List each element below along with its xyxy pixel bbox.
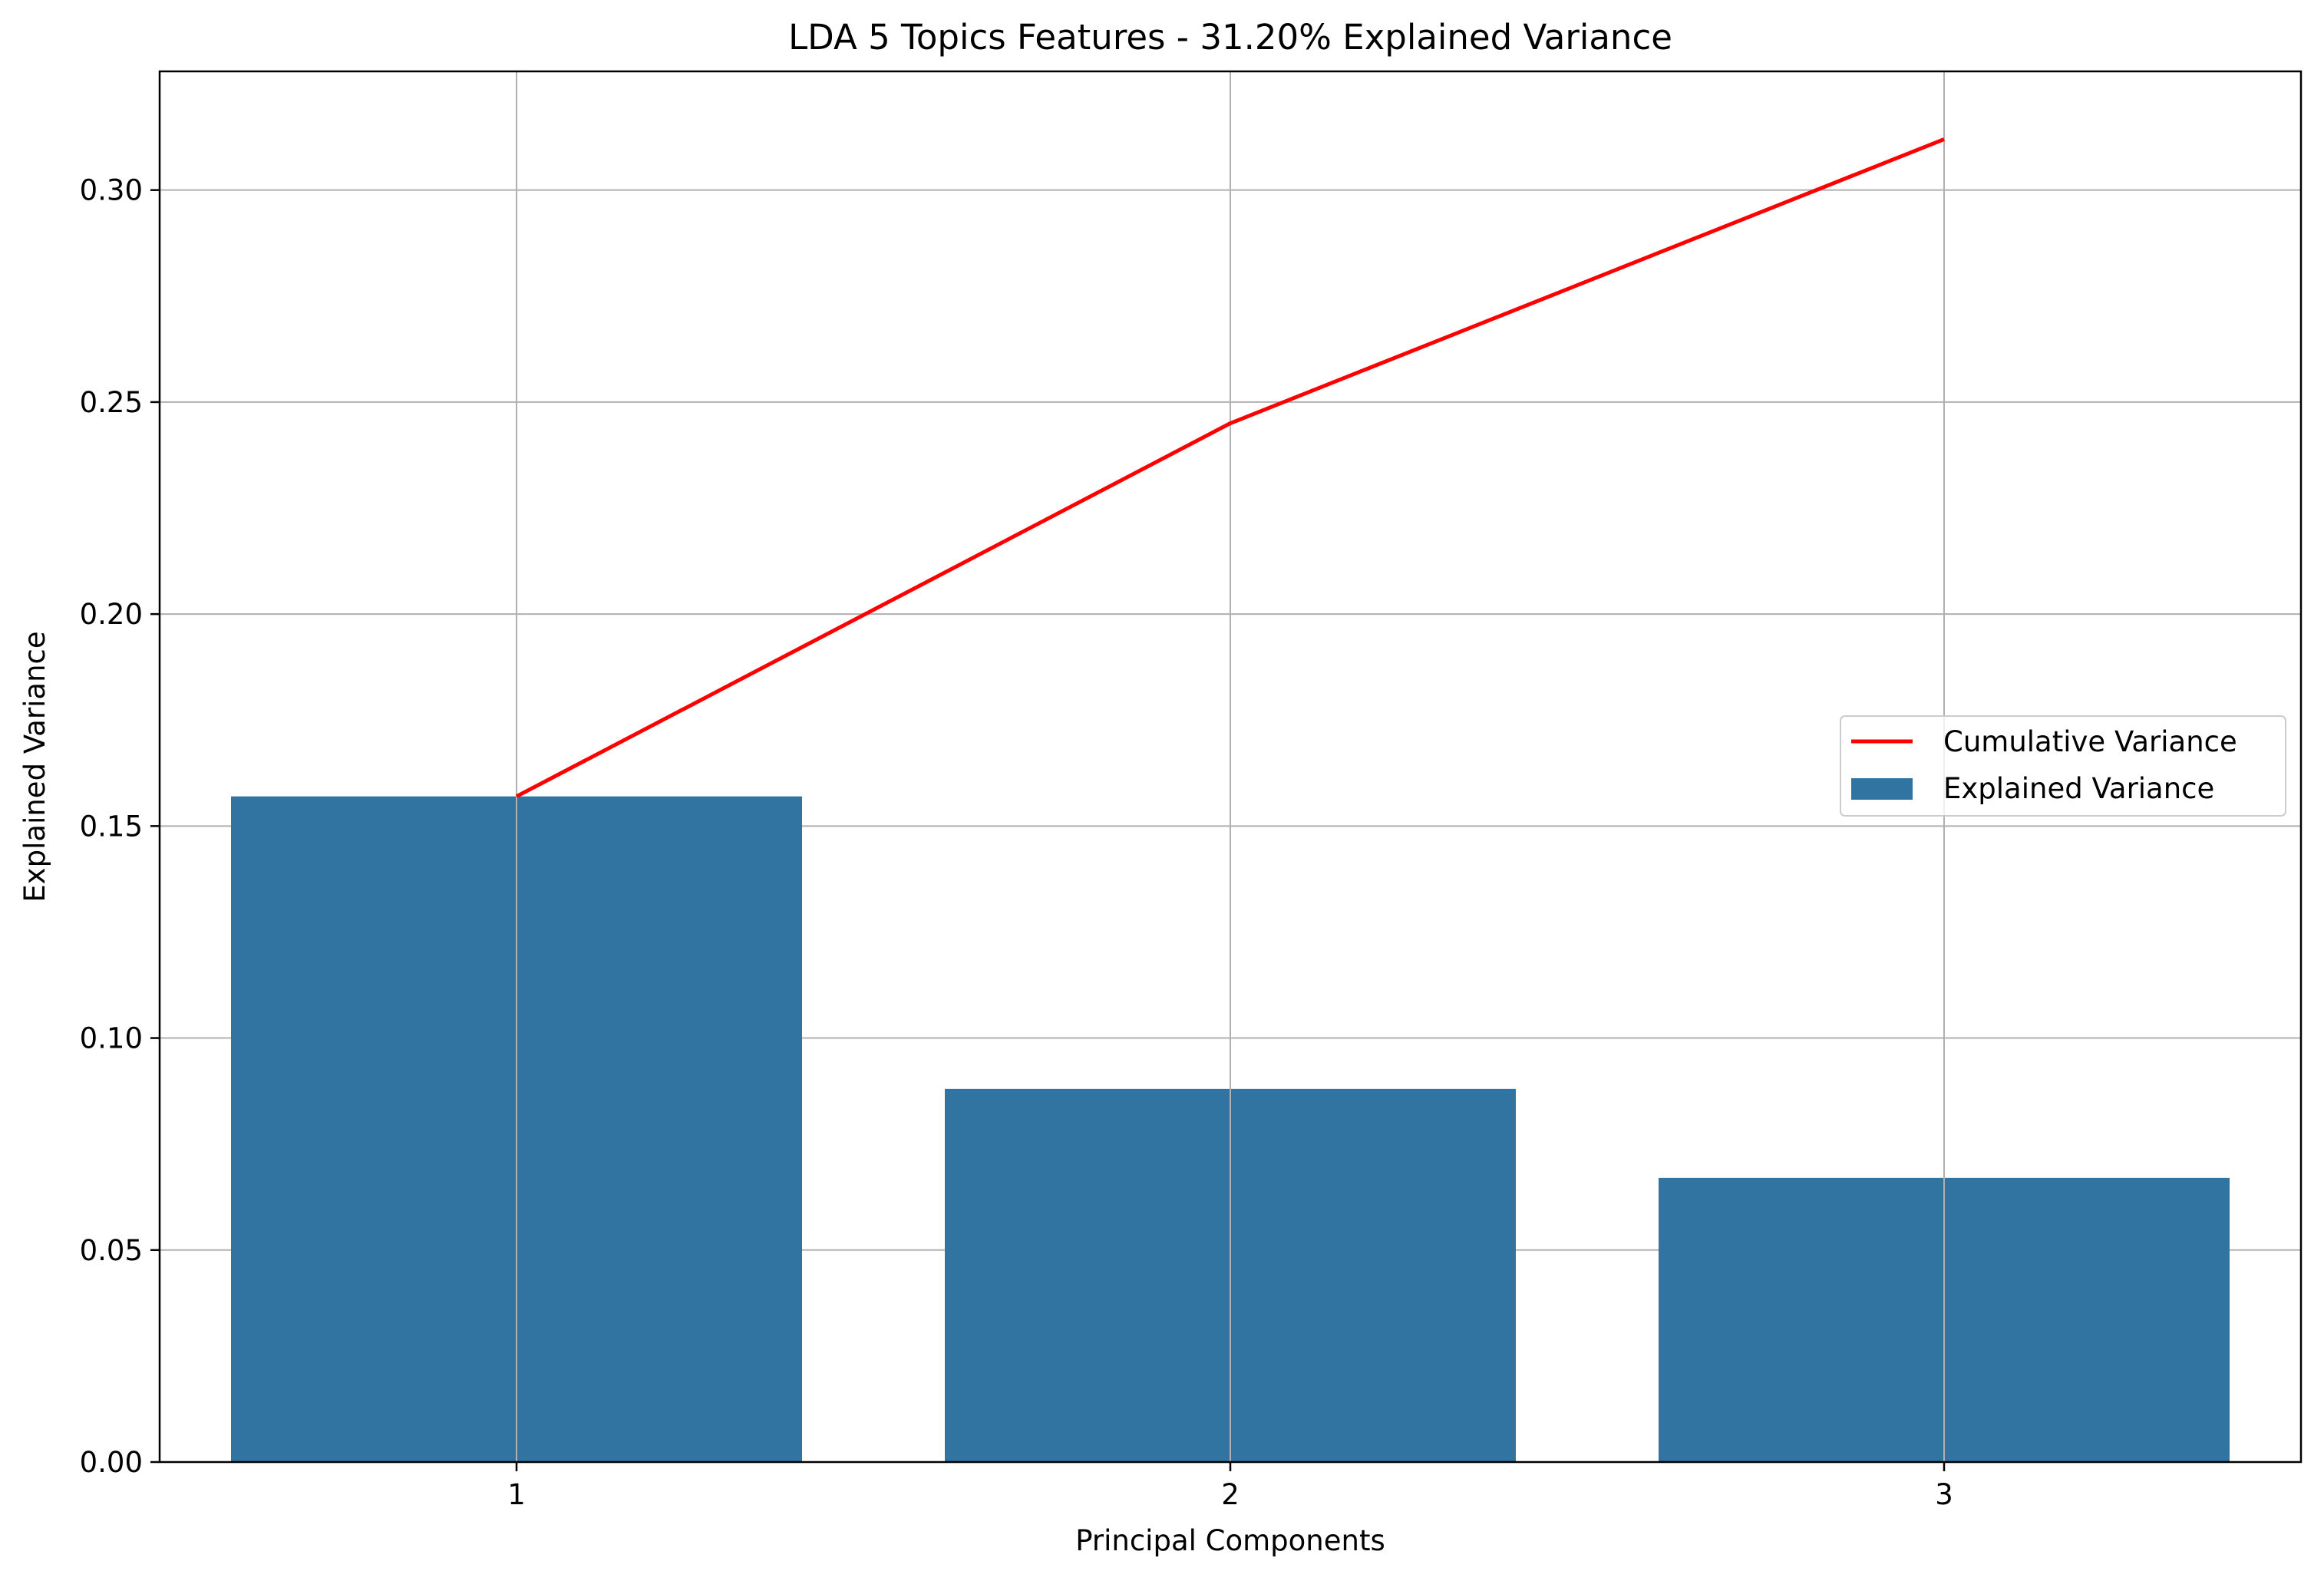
y-tick-label: 0.25 [80, 386, 143, 419]
y-tick-label: 0.10 [80, 1022, 143, 1055]
x-axis-label: Principal Components [1075, 1524, 1385, 1557]
x-tick-label: 2 [1221, 1478, 1240, 1511]
x-axis-ticks: 1 2 3 [507, 1462, 1953, 1511]
legend-label-explained: Explained Variance [1943, 772, 2214, 805]
x-tick-label: 1 [507, 1478, 526, 1511]
cumulative-line-layer [515, 137, 1945, 798]
y-tick-label: 0.05 [80, 1234, 143, 1267]
legend: Cumulative Variance Explained Variance [1840, 715, 2286, 817]
chart-title: LDA 5 Topics Features - 31.20% Explained… [788, 17, 1672, 58]
y-axis-ticks: 0.00 0.05 0.10 0.15 0.20 0.25 0.30 [80, 174, 160, 1479]
legend-label-cumulative: Cumulative Variance [1943, 725, 2237, 758]
legend-bar-swatch [1851, 778, 1913, 800]
x-tick-label: 3 [1935, 1478, 1953, 1511]
legend-box [1840, 715, 2286, 817]
y-tick-label: 0.15 [80, 810, 143, 843]
y-tick-label: 0.00 [80, 1446, 143, 1479]
y-axis-label: Explained Variance [18, 631, 51, 902]
cumulative-variance-line [515, 137, 1945, 798]
y-tick-label: 0.30 [80, 174, 143, 207]
y-tick-label: 0.20 [80, 598, 143, 631]
